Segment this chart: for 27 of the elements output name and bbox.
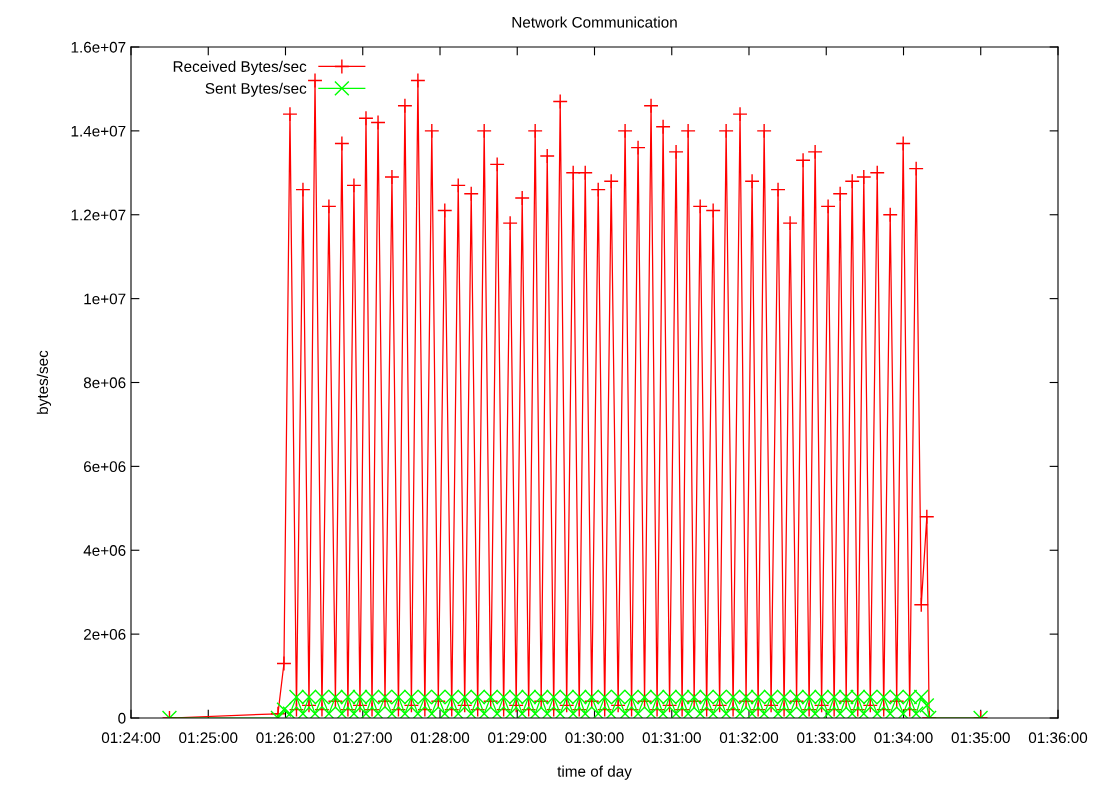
y-tick-label: 8e+06 xyxy=(83,377,126,389)
y-tick-label: 1.6e+07 xyxy=(71,41,126,53)
y-axis-title: bytes/sec xyxy=(36,350,52,414)
x-tick-label: 01:35:00 xyxy=(951,732,1010,744)
y-tick-label: 1e+07 xyxy=(84,293,126,305)
y-tick-label: 4e+06 xyxy=(83,545,126,556)
y-tick-label: 1.2e+07 xyxy=(71,209,126,221)
x-tick-label: 01:36:00 xyxy=(1028,732,1088,744)
legend-label: Sent Bytes/sec xyxy=(205,82,307,97)
y-tick-label: 0 xyxy=(118,712,126,724)
x-tick-label: 01:25:00 xyxy=(179,732,238,744)
x-tick-label: 01:34:00 xyxy=(874,732,933,744)
x-tick-label: 01:24:00 xyxy=(101,732,161,744)
x-tick-label: 01:32:00 xyxy=(719,732,779,744)
legend-label: Received Bytes/sec xyxy=(173,60,307,75)
x-tick-label: 01:29:00 xyxy=(488,732,547,744)
x-tick-label: 01:28:00 xyxy=(410,732,470,744)
x-tick-label: 01:33:00 xyxy=(797,732,856,744)
x-tick-label: 01:26:00 xyxy=(256,732,315,744)
y-tick-label: 1.4e+07 xyxy=(71,125,126,137)
x-tick-label: 01:30:00 xyxy=(565,732,624,744)
y-tick-label: 6e+06 xyxy=(84,461,126,473)
x-axis-title: time of day xyxy=(557,765,632,780)
y-tick-label: 2e+06 xyxy=(84,628,126,640)
chart-title: Network Communication xyxy=(512,16,677,28)
x-tick-label: 01:27:00 xyxy=(333,732,392,744)
x-tick-label: 01:31:00 xyxy=(642,732,701,744)
